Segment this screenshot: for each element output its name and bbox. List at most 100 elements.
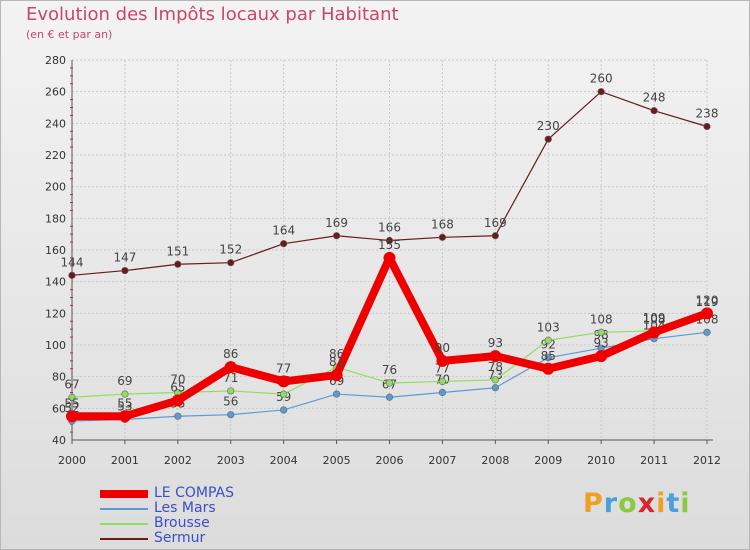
data-point [68,271,76,279]
data-point [227,387,235,395]
x-tick-label: 2010 [587,454,615,467]
x-tick-label: 2011 [640,454,668,467]
y-tick-label: 200 [45,181,66,194]
data-point [597,88,605,96]
y-tick-label: 80 [52,371,66,384]
x-tick-label: 2006 [376,454,404,467]
data-point [174,412,182,420]
data-point [438,233,447,241]
data-label: 71 [223,371,238,385]
data-label: 109 [643,311,666,325]
legend-swatch-brousse [100,522,148,525]
logo-letter: r [603,488,619,519]
data-label: 77 [276,361,291,375]
x-tick-label: 2005 [323,454,351,467]
data-label: 86 [223,347,238,361]
y-tick-label: 100 [45,339,66,352]
series-le-compas: 55 55 65 86 77 81 155 90 93 85 93 108 120 [64,238,719,423]
data-point [277,375,290,388]
data-point [650,107,658,115]
data-point [438,377,447,386]
series-sermur: 144 147 151 152 164 169 166 168 169 230 260 248 238 [61,72,719,279]
data-label: 65 [170,380,185,394]
data-label: 76 [382,363,397,377]
data-point [224,361,237,374]
data-point [118,410,131,423]
data-point [703,122,711,131]
data-point [280,390,288,398]
data-label: 92 [541,338,556,352]
data-point [597,328,605,336]
data-label: 103 [537,320,560,334]
data-label: 119 [696,295,719,309]
y-tick-label: 60 [52,402,66,415]
data-label: 155 [378,238,401,252]
x-tick-label: 2007 [428,454,456,467]
data-label: 73 [488,368,503,382]
data-point [227,411,235,419]
x-tick-label: 2004 [270,454,298,467]
data-point [121,266,129,275]
data-point [648,326,661,339]
logo-letter: i [680,488,691,519]
data-point [701,307,713,320]
legend-label-sermur: Sermur [154,530,206,546]
data-label: 70 [170,373,185,387]
legend-swatch-le-compas [100,489,148,498]
data-label: 108 [590,312,613,326]
data-label: 55 [64,396,79,410]
data-point [227,259,235,267]
data-point [489,350,502,363]
data-label: 93 [594,336,609,350]
y-tick-label: 220 [45,149,66,162]
legend-item-les-mars: Les Mars [100,501,234,516]
data-label: 230 [537,119,560,133]
data-label: 67 [64,377,79,391]
legend-swatch-les-mars [100,507,148,510]
y-tick-label: 140 [45,276,66,289]
x-tick-label: 2000 [58,454,86,467]
logo-letter: x [637,488,657,519]
x-tick-label: 2001 [111,454,139,467]
data-label: 93 [488,336,503,350]
data-label: 53 [117,399,132,413]
x-tick-label: 2008 [481,454,509,467]
data-point [171,394,184,407]
data-label: 52 [64,401,79,415]
data-point [383,251,396,264]
logo-letter: i [656,488,667,519]
data-point [544,336,552,344]
data-label: 260 [590,72,613,86]
data-point [332,390,341,398]
data-label: 85 [541,349,556,363]
legend-item-brousse: Brousse [100,516,234,531]
data-label: 90 [435,341,450,355]
proxiti-logo: Proxiti [583,488,691,519]
data-point [436,354,449,367]
y-tick-label: 180 [45,212,66,225]
chart-title: Evolution des Impôts locaux par Habitant [26,4,399,25]
data-point [385,236,394,245]
data-point [68,393,76,401]
data-point [330,369,343,382]
legend-label-le-compas: LE COMPAS [154,485,234,501]
legend-label-les-mars: Les Mars [154,500,216,516]
x-tick-label: 2003 [217,454,245,467]
data-point [491,384,499,392]
data-point [542,362,555,375]
data-point [491,376,499,384]
data-label: 164 [272,224,295,238]
data-label: 69 [117,374,132,388]
y-tick-label: 120 [45,307,66,320]
chart-legend: LE COMPAS Les Mars Brousse Sermur [100,486,234,546]
x-tick-label: 2002 [164,454,192,467]
data-label: 120 [696,293,719,307]
data-label: 166 [378,221,401,235]
data-label: 81 [329,355,344,369]
data-label: 238 [696,107,719,121]
logo-letter: t [666,488,681,519]
data-point [174,260,182,268]
data-point [438,388,447,397]
data-point [703,328,711,336]
